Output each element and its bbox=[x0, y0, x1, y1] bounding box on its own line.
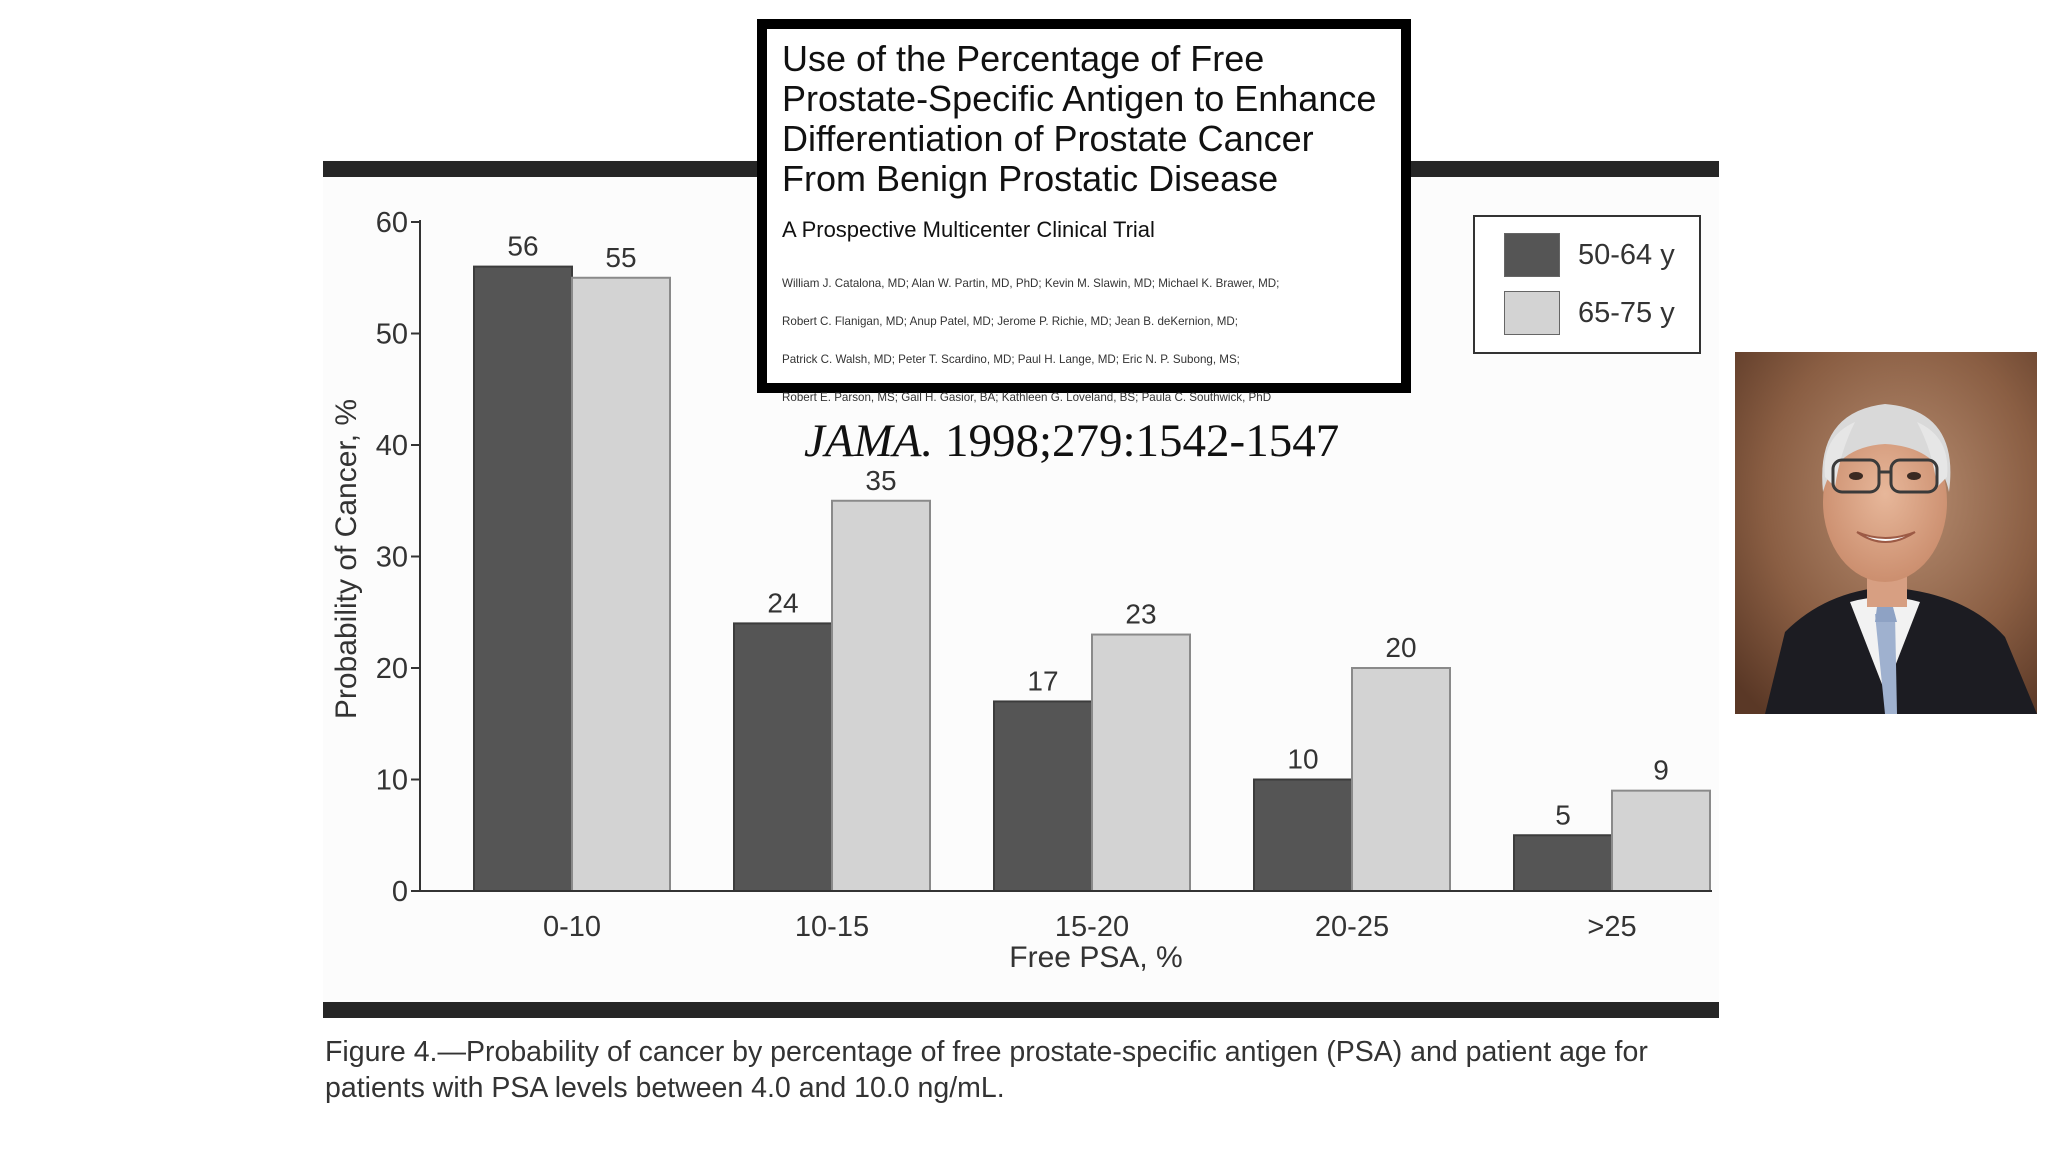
y-tick-label: 40 bbox=[376, 430, 408, 462]
bar-2-3 bbox=[1091, 633, 1191, 892]
data-label: 23 bbox=[1125, 599, 1156, 630]
chart-legend: 50-64 y 65-75 y bbox=[1473, 215, 1701, 354]
legend-label-series-1: 50-64 y bbox=[1578, 238, 1675, 271]
x-tick-label: >25 bbox=[1587, 911, 1636, 943]
bar-chart: 56 55 0-10 24 35 10-15 17 23 15-20 10 20 20-25 5 9 >25… bbox=[330, 207, 1712, 974]
legend-swatch-series-1 bbox=[1504, 233, 1560, 277]
data-label: 9 bbox=[1653, 755, 1669, 786]
legend-item-series-2: 65-75 y bbox=[1504, 291, 1675, 335]
portrait-photo bbox=[1735, 352, 2037, 714]
caption-line-1: Figure 4.—Probability of cancer by perce… bbox=[325, 1036, 1648, 1068]
data-label: 20 bbox=[1385, 632, 1416, 663]
y-tick-label: 30 bbox=[376, 542, 408, 574]
x-tick-label: 0-10 bbox=[543, 911, 601, 943]
y-tick-label: 10 bbox=[376, 765, 408, 797]
x-tick-label: 20-25 bbox=[1315, 911, 1389, 943]
figure-bottom-rule bbox=[323, 1002, 1719, 1018]
bar-1-1 bbox=[473, 265, 573, 893]
article-subtitle: A Prospective Multicenter Clinical Trial bbox=[782, 217, 1155, 242]
article-title-line: Differentiation of Prostate Cancer bbox=[782, 118, 1314, 159]
legend-swatch-series-2 bbox=[1504, 291, 1560, 335]
bar-1-3 bbox=[993, 700, 1093, 893]
data-label: 55 bbox=[605, 242, 636, 273]
data-label: 10 bbox=[1287, 744, 1318, 775]
authors-line: Robert E. Parson, MS; Gail H. Gasior, BA… bbox=[782, 391, 1272, 404]
caption-line-2: patients with PSA levels between 4.0 and… bbox=[325, 1072, 1005, 1104]
x-axis-title: Free PSA, % bbox=[1009, 941, 1182, 974]
data-label: 35 bbox=[865, 465, 896, 496]
article-title-card: Use of the Percentage of Free Prostate-S… bbox=[757, 19, 1411, 467]
bar-2-2 bbox=[831, 499, 931, 892]
article-title: Use of the Percentage of Free Prostate-S… bbox=[782, 39, 1401, 199]
authors-line: Patrick C. Walsh, MD; Peter T. Scardino,… bbox=[782, 353, 1240, 366]
legend-label-series-2: 65-75 y bbox=[1578, 296, 1675, 329]
journal-citation: JAMA. 1998;279:1542-1547 bbox=[804, 415, 1401, 467]
article-title-line: Use of the Percentage of Free bbox=[782, 38, 1265, 79]
article-title-line: From Benign Prostatic Disease bbox=[782, 158, 1279, 199]
figure-caption: Figure 4.—Probability of cancer by perce… bbox=[325, 1034, 1725, 1106]
x-tick-label: 10-15 bbox=[795, 911, 869, 943]
citation-details: 1998;279:1542-1547 bbox=[933, 415, 1340, 467]
y-tick-label: 60 bbox=[376, 207, 408, 239]
authors-line: Robert C. Flanigan, MD; Anup Patel, MD; … bbox=[782, 315, 1238, 328]
y-axis-title: Probability of Cancer, % bbox=[330, 399, 363, 719]
y-tick-label: 20 bbox=[376, 653, 408, 685]
portrait-photo-drawing bbox=[1735, 352, 2037, 714]
citation-journal: JAMA. bbox=[804, 415, 934, 467]
article-title-line: Prostate-Specific Antigen to Enhance bbox=[782, 78, 1377, 119]
legend-item-series-1: 50-64 y bbox=[1504, 233, 1675, 277]
bar-1-2 bbox=[733, 622, 833, 892]
data-label: 24 bbox=[767, 587, 798, 618]
bar-2-1 bbox=[571, 276, 671, 892]
bar-1-4 bbox=[1253, 778, 1353, 892]
article-authors: William J. Catalona, MD; Alan W. Partin,… bbox=[782, 255, 1401, 407]
data-label: 56 bbox=[507, 231, 538, 262]
bar-1-5 bbox=[1513, 834, 1613, 892]
y-tick-label: 0 bbox=[392, 876, 408, 908]
y-tick-label: 50 bbox=[376, 319, 408, 351]
x-tick-label: 15-20 bbox=[1055, 911, 1129, 943]
bar-2-4 bbox=[1351, 667, 1451, 892]
authors-line: William J. Catalona, MD; Alan W. Partin,… bbox=[782, 277, 1280, 290]
bar-2-5 bbox=[1611, 789, 1711, 893]
data-label: 5 bbox=[1555, 799, 1571, 830]
data-label: 17 bbox=[1027, 665, 1058, 696]
